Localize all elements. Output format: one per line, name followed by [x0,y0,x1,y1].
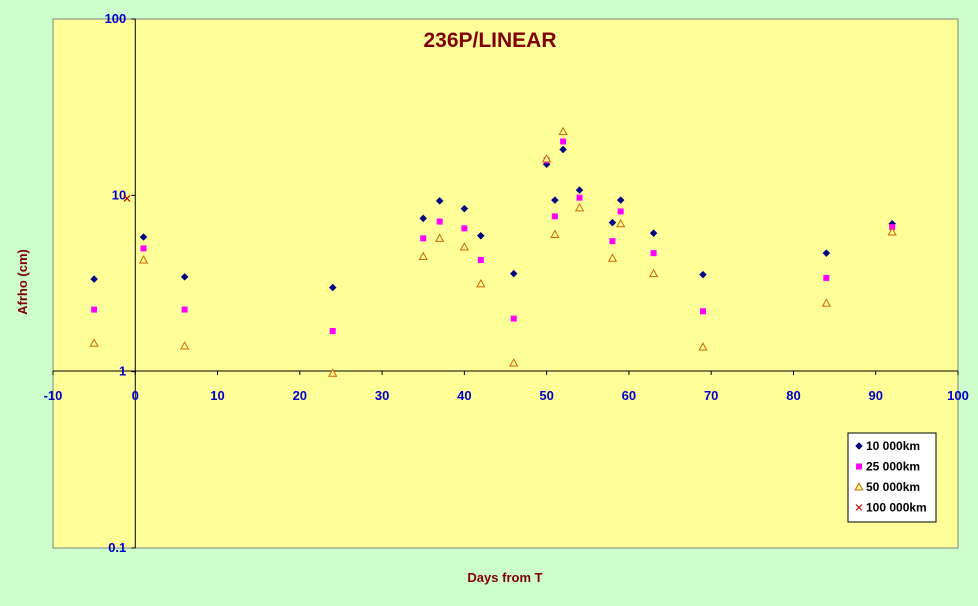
data-point [823,274,830,281]
data-point [607,253,618,262]
data-point [328,368,338,377]
x-tick-label: 40 [457,388,471,403]
data-point [477,256,484,263]
chart-title: 236P/LINEAR [423,29,556,52]
x-tick-label: 100 [947,388,969,403]
data-point [509,269,518,278]
data-point [435,233,445,242]
data-point [551,213,558,220]
data-point [139,233,148,241]
data-point [608,218,617,227]
data-point [180,272,189,281]
data-point [560,138,567,145]
data-point [436,218,443,225]
data-point [574,202,585,212]
data-point [551,196,559,204]
x-tick-label: 10 [210,388,224,403]
data-point [91,306,98,313]
data-point [419,214,428,223]
x-tick-label: 60 [622,388,636,403]
legend-marker [854,482,864,491]
data-point [609,238,616,245]
data-point [822,249,831,258]
legend-label: 100 000km [866,501,927,515]
data-point [575,186,584,195]
data-point-stroke [123,195,131,202]
y-tick-label: 0.1 [108,540,126,555]
legend-box [847,432,937,523]
data-point [541,154,552,163]
data-point [649,229,658,238]
data-point [420,235,427,242]
data-point [617,208,624,215]
y-tick-label: 10 [112,187,126,202]
data-point [435,197,444,205]
x-tick-label: 80 [786,388,800,403]
x-tick-label: 20 [293,388,307,403]
legend-marker [856,463,862,470]
data-point [616,196,625,204]
x-tick-label: -10 [44,388,63,403]
data-point [887,227,897,236]
data-point [699,270,707,279]
data-point [418,251,428,261]
y-tick-label: 100 [105,11,127,26]
data-point [461,225,468,232]
data-point [476,231,485,240]
data-point [650,250,657,257]
data-point [576,194,583,201]
y-tick-label: 1 [119,364,126,379]
legend-label: 50 000km [866,480,920,494]
plot-area [52,18,959,549]
series-2 [89,126,897,377]
data-point [459,242,470,251]
data-point [123,195,131,202]
data-point [698,342,708,351]
data-point [509,358,519,367]
data-point [181,306,188,313]
data-point [89,338,99,347]
data-point [559,145,567,154]
x-axis-title: Days from T [467,570,542,585]
x-tick-label: 90 [868,388,882,403]
data-point [328,283,337,292]
y-axis-title: Afrho (cm) [15,249,30,315]
series-3 [123,195,131,202]
data-point [179,341,190,350]
data-point [821,298,832,307]
x-tick-label: 30 [375,388,389,403]
x-tick-label: 50 [539,388,553,403]
data-point [140,245,147,252]
data-point [329,328,336,335]
data-point [90,275,98,283]
data-point [699,308,706,315]
data-point [476,278,486,288]
data-point [648,268,659,278]
data-point [510,315,517,322]
x-tick-label: 0 [132,388,139,403]
series-0 [90,145,897,292]
legend-marker-stroke [855,504,863,511]
legend-label: 10 000km [866,439,920,453]
legend-label: 25 000km [866,460,920,474]
data-point [558,126,568,136]
data-point [616,218,626,228]
data-point [460,204,469,213]
x-tick-label: 70 [704,388,718,403]
legend: 10 000km 25 000km 50 000km 100 000km [847,432,937,523]
legend-marker [855,504,863,511]
legend-marker [855,442,863,450]
data-point [550,229,560,238]
data-point [138,255,149,264]
